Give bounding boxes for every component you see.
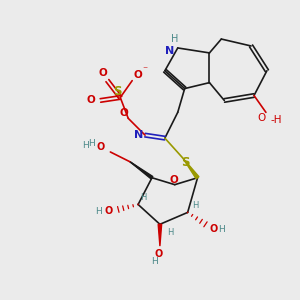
Polygon shape: [130, 162, 153, 179]
Text: ⁻: ⁻: [142, 66, 148, 76]
Text: O: O: [169, 175, 178, 185]
Polygon shape: [183, 158, 199, 179]
Text: H: H: [82, 140, 89, 149]
Text: O: O: [155, 249, 163, 259]
Text: N: N: [134, 130, 144, 140]
Text: O: O: [104, 206, 112, 216]
Text: S: S: [113, 85, 122, 98]
Text: O: O: [258, 113, 266, 123]
Text: H: H: [167, 228, 173, 237]
Polygon shape: [158, 224, 162, 246]
Text: H: H: [218, 225, 225, 234]
Text: H: H: [152, 257, 158, 266]
Text: -H: -H: [271, 115, 282, 125]
Text: O: O: [120, 108, 129, 118]
Text: H: H: [140, 193, 146, 202]
Text: O: O: [209, 224, 217, 234]
Text: H: H: [95, 207, 102, 216]
Text: H: H: [171, 34, 178, 44]
Text: O: O: [134, 70, 142, 80]
Text: N: N: [165, 46, 174, 56]
Text: S: S: [182, 156, 190, 170]
Text: O: O: [96, 142, 105, 152]
Text: H: H: [192, 201, 199, 210]
Text: H: H: [88, 139, 95, 148]
Text: O: O: [86, 95, 95, 106]
Text: O: O: [98, 68, 107, 78]
